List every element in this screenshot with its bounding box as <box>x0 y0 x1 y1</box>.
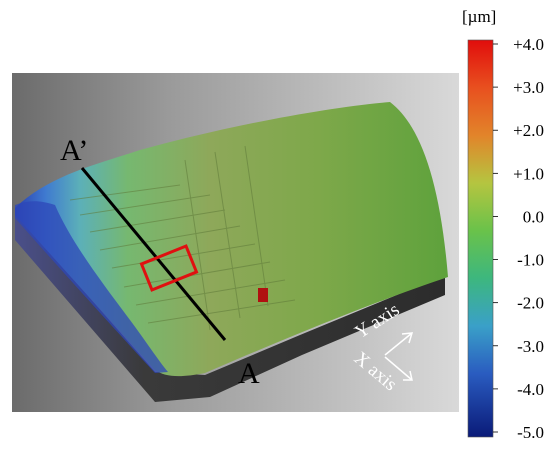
highlight-box <box>139 244 199 292</box>
section-end-label: A <box>238 357 260 390</box>
rough-edge <box>15 201 168 373</box>
axis-indicator <box>384 332 414 381</box>
colorbar-tick-label: +1.0 <box>513 164 544 183</box>
colorbar-tick-label: +2.0 <box>513 121 544 140</box>
surface-side-face <box>15 213 445 402</box>
colorbar-tick-label: -4.0 <box>517 380 544 399</box>
colorbar-ticks: +4.0 +3.0 +2.0 +1.0 0.0 -1.0 -2.0 -3.0 -4.0 -5.0 <box>493 35 544 442</box>
colorbar-tick-label: -1.0 <box>517 251 544 270</box>
colorbar-tick-label: +3.0 <box>513 78 544 97</box>
colorbar-tick-label: 0.0 <box>523 207 544 226</box>
colorbar-tick-label: -2.0 <box>517 294 544 313</box>
colorbar <box>467 39 494 438</box>
colorbar-unit: [µm] <box>462 7 496 26</box>
surface-top <box>15 102 448 377</box>
colorbar-tick-label: -5.0 <box>517 423 544 442</box>
colorbar-tick-label: -3.0 <box>517 337 544 356</box>
section-start-label: A’ <box>60 134 88 167</box>
defect-spot <box>258 288 268 302</box>
section-line <box>80 167 227 341</box>
colorbar-tick-label: +4.0 <box>513 35 544 54</box>
